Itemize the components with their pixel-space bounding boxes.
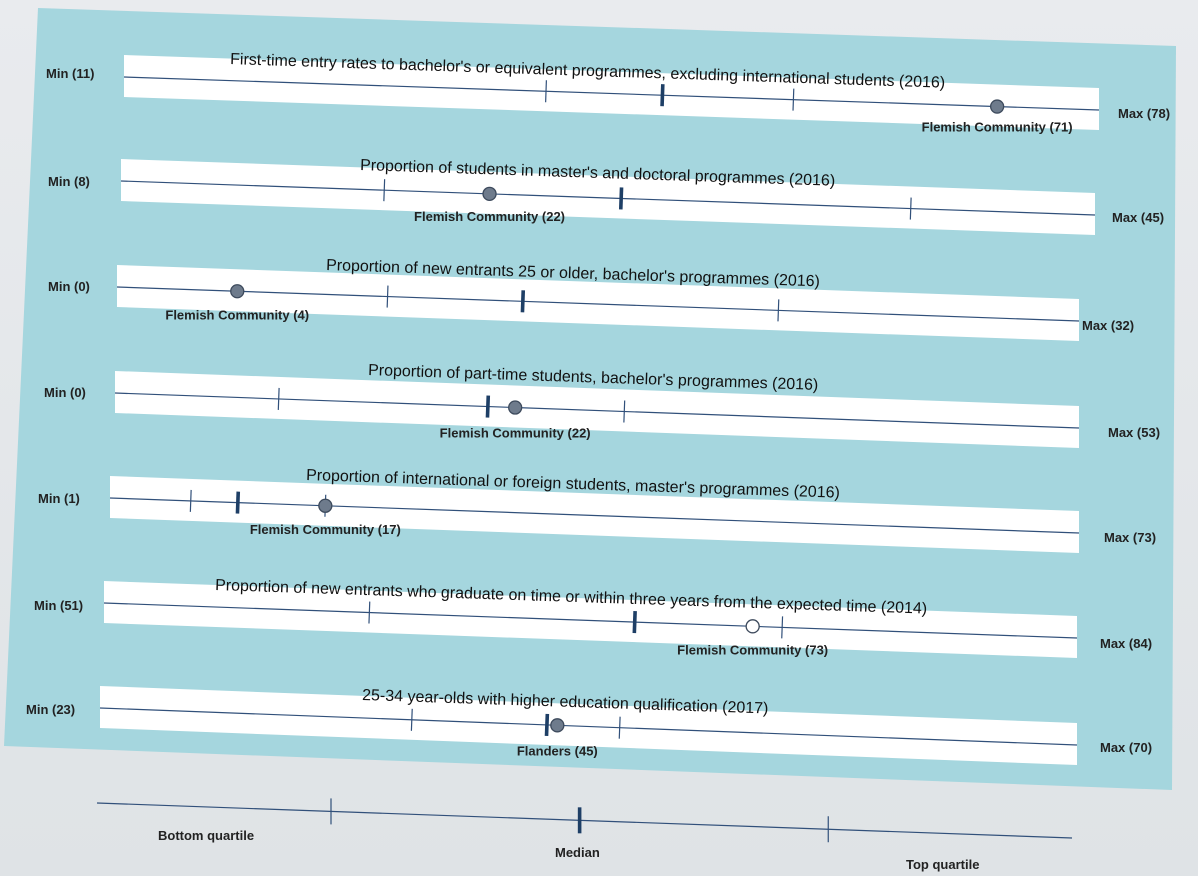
value-label: Flemish Community (22) — [414, 209, 565, 224]
value-label: Flemish Community (73) — [677, 642, 828, 657]
row-band — [115, 371, 1079, 448]
bottom-quartile-tick — [189, 489, 192, 512]
value-label: Flemish Community (71) — [922, 120, 1073, 135]
value-label: Flemish Community (22) — [440, 426, 591, 441]
value-marker — [318, 498, 333, 513]
row-max-label: Max (53) — [1108, 425, 1160, 440]
top-quartile-tick — [781, 616, 784, 639]
row-min-label: Min (8) — [48, 174, 90, 189]
row-max-label: Max (70) — [1100, 740, 1152, 755]
row-axis — [123, 76, 1100, 111]
legend-axis — [96, 802, 1073, 839]
row-max-label: Max (84) — [1100, 636, 1152, 651]
bottom-quartile-tick — [368, 601, 371, 624]
row-max-label: Max (45) — [1112, 210, 1164, 225]
chart-row-2: Proportion of students in master's and d… — [48, 157, 1164, 235]
row-max-label: Max (32) — [1082, 318, 1134, 333]
value-marker — [482, 186, 497, 202]
median-tick — [520, 290, 526, 313]
row-axis — [103, 602, 1078, 639]
legend-median-label: Median — [555, 845, 600, 860]
value-marker — [508, 400, 523, 415]
median-tick — [618, 187, 624, 210]
bottom-quartile-tick — [277, 387, 280, 410]
value-label: Flemish Community (4) — [165, 307, 309, 322]
row-min-label: Min (0) — [48, 279, 90, 294]
row-band — [124, 55, 1099, 130]
row-axis — [99, 707, 1078, 746]
row-band — [100, 686, 1077, 765]
row-axis — [114, 392, 1080, 429]
median-tick — [544, 713, 550, 736]
row-min-label: Min (0) — [44, 385, 86, 400]
median-tick — [485, 395, 491, 418]
value-label: Flemish Community (17) — [250, 522, 401, 537]
bottom-quartile-tick — [383, 179, 386, 202]
legend-bottom-quartile-label: Bottom quartile — [158, 828, 254, 843]
row-max-label: Max (78) — [1118, 106, 1170, 121]
value-marker — [745, 619, 760, 634]
row-min-label: Min (23) — [26, 702, 75, 717]
top-quartile-tick — [623, 400, 626, 423]
row-band — [104, 581, 1077, 658]
top-quartile-tick — [777, 299, 780, 322]
value-marker — [989, 99, 1005, 114]
value-marker — [550, 718, 565, 733]
row-max-label: Max (73) — [1104, 530, 1156, 545]
top-quartile-tick — [792, 88, 795, 111]
row-axis — [109, 497, 1080, 534]
row-band — [117, 265, 1079, 341]
bottom-quartile-tick — [386, 285, 389, 308]
legend-top-quartile-label: Top quartile — [906, 857, 979, 872]
row-axis — [116, 286, 1080, 322]
row-min-label: Min (51) — [34, 598, 83, 613]
median-tick — [660, 84, 665, 107]
chart-row-5: Proportion of international or foreign s… — [38, 467, 1156, 553]
top-quartile-tick — [618, 716, 621, 739]
chart-legend: Bottom quartile Median Top quartile — [96, 798, 1073, 872]
value-marker — [230, 284, 245, 299]
median-tick — [632, 611, 637, 634]
row-axis — [120, 180, 1096, 216]
median-tick — [235, 491, 241, 514]
row-band — [110, 476, 1079, 553]
row-min-label: Min (11) — [46, 66, 94, 81]
bottom-quartile-tick — [545, 80, 547, 103]
row-min-label: Min (1) — [38, 491, 80, 506]
value-label: Flanders (45) — [517, 743, 598, 758]
row-band — [121, 159, 1095, 235]
top-quartile-tick — [909, 197, 912, 220]
bottom-quartile-tick — [410, 708, 413, 731]
